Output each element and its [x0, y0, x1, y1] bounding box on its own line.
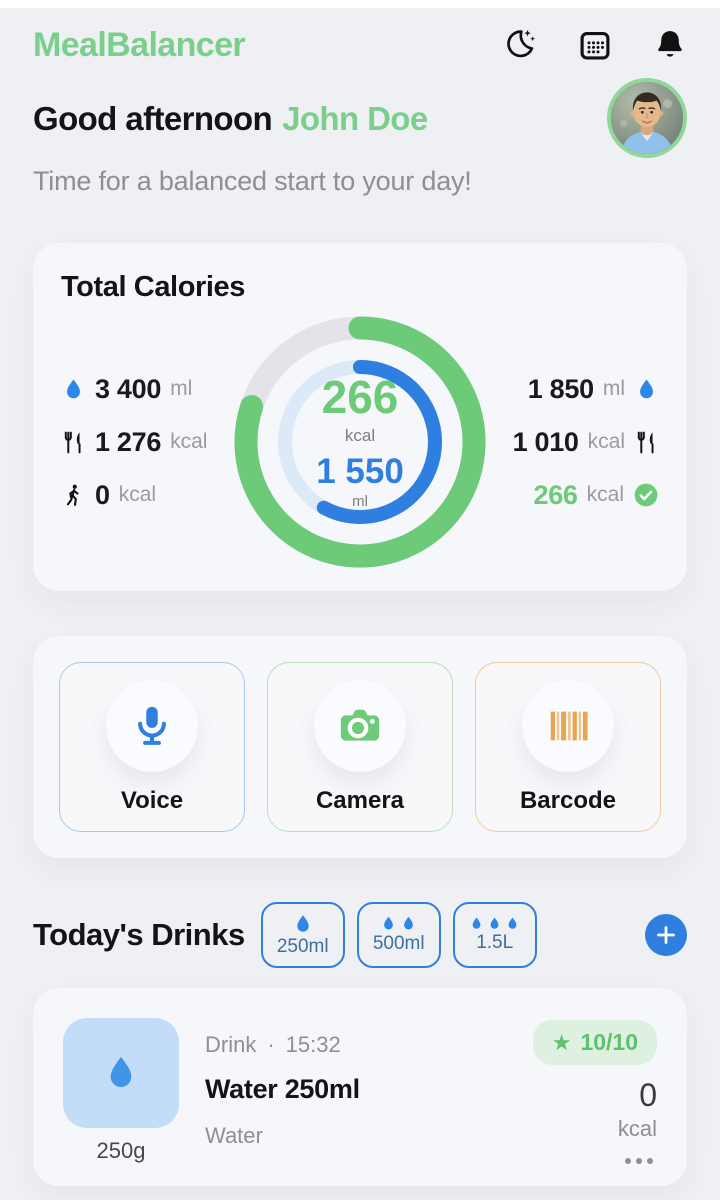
- quick-add-label: 500ml: [372, 933, 425, 954]
- entry-type: Drink: [205, 1032, 257, 1057]
- water-drops-icon: [469, 916, 520, 931]
- microphone-icon: [138, 706, 166, 745]
- moon-stars-icon: [507, 29, 536, 58]
- app-bar: MealBalancer: [33, 8, 687, 66]
- drinks-heading: Today's Drinks: [33, 917, 245, 952]
- status-bar-strip: [0, 0, 720, 8]
- calories-consumed-unit: kcal: [344, 426, 376, 445]
- voice-icon-circle: [106, 679, 198, 772]
- stat-food-goal: 1 276 kcal: [61, 427, 213, 458]
- action-label: Barcode: [519, 786, 617, 814]
- greeting-line: Good afternoon John Doe: [33, 100, 687, 138]
- stat-value: 1 850: [527, 373, 594, 404]
- add-drink-button[interactable]: [645, 914, 687, 956]
- water-drop-icon: [110, 1057, 132, 1087]
- barcode-icon: [550, 711, 588, 740]
- stat-unit: ml: [602, 377, 625, 400]
- screen: MealBalancer: [0, 8, 720, 1186]
- score-badge: ★ 10/10: [532, 1020, 657, 1065]
- drink-entry-card[interactable]: 250g Drink · 15:32 Water 250ml Water ★ 1…: [33, 988, 687, 1186]
- camera-button[interactable]: Camera: [267, 662, 453, 832]
- utensils-icon: [64, 431, 81, 453]
- avatar-image: [611, 82, 683, 154]
- quick-add-label: 1.5L: [476, 932, 514, 953]
- notifications-button[interactable]: [653, 28, 687, 62]
- water-drop-icon: [292, 913, 314, 935]
- quick-add-250ml-button[interactable]: 250ml: [260, 902, 345, 968]
- bell-icon: [658, 31, 682, 57]
- quick-add-500ml-button[interactable]: 500ml: [356, 902, 441, 968]
- water-remaining-unit: ml: [352, 493, 368, 510]
- calories-card-title: Total Calories: [61, 271, 246, 303]
- stat-calories-eaten: 266 kcal: [507, 480, 659, 511]
- stat-unit: kcal: [587, 430, 625, 453]
- calories-left-stats: 3 400 ml 1 276 kcal: [61, 374, 213, 511]
- entry-thumb-column: 250g: [63, 1018, 179, 1164]
- more-menu-icon[interactable]: [621, 1154, 657, 1168]
- barcode-icon-circle: [522, 679, 614, 772]
- calories-consumed-value: 266: [321, 371, 399, 423]
- water-remaining-value: 1 550: [316, 452, 404, 491]
- stat-unit: kcal: [586, 483, 624, 506]
- greeting-prefix: Good afternoon: [33, 100, 273, 137]
- star-icon: ★: [551, 1029, 572, 1055]
- stat-value: 1 010: [512, 426, 579, 457]
- barcode-scan-button[interactable]: Barcode: [475, 662, 661, 832]
- stat-value: 3 400: [95, 373, 162, 404]
- score-value: 10/10: [580, 1029, 638, 1055]
- calendar-button[interactable]: [577, 27, 613, 63]
- walking-person-icon: [66, 484, 79, 506]
- entry-title: Water 250ml: [205, 1074, 360, 1104]
- drinks-header: Today's Drinks 250ml 500ml: [33, 902, 687, 968]
- entry-kcal-unit: kcal: [617, 1116, 657, 1141]
- stat-food-remaining: 1 010 kcal: [507, 427, 659, 458]
- calories-ring: 266 kcal 1 550 ml: [230, 312, 490, 572]
- quick-add-label: 250ml: [276, 935, 329, 957]
- entry-subtitle: Water: [205, 1123, 263, 1148]
- stat-value: 1 276: [95, 426, 162, 457]
- avatar[interactable]: [607, 78, 687, 158]
- entry-kcal-value: 0: [639, 1077, 657, 1113]
- stat-water-remaining: 1 850 ml: [507, 374, 659, 405]
- app-bar-icons: [501, 27, 687, 63]
- camera-icon-circle: [314, 679, 406, 772]
- stat-unit: ml: [170, 377, 193, 400]
- greeting-subtitle: Time for a balanced start to your day!: [33, 166, 472, 196]
- calendar-icon: [580, 32, 610, 60]
- entry-main: Drink · 15:32 Water 250ml Water: [205, 1018, 533, 1164]
- stat-activity: 0 kcal: [61, 480, 213, 511]
- app-title: MealBalancer: [33, 25, 246, 64]
- entry-right-column: ★ 10/10 0 kcal: [532, 1018, 657, 1164]
- entry-separator: ·: [267, 1032, 275, 1057]
- stat-water-goal: 3 400 ml: [61, 374, 213, 405]
- entry-meta: Drink · 15:32: [205, 1032, 533, 1058]
- stat-value: 0: [95, 479, 110, 510]
- action-label: Camera: [315, 786, 405, 814]
- quick-add-1-5l-button[interactable]: 1.5L: [452, 902, 537, 968]
- progress-rings: [234, 316, 486, 568]
- camera-icon: [340, 709, 380, 741]
- calories-right-stats: 1 850 ml 1 010 kcal 266: [507, 374, 659, 511]
- water-drop-icon: [640, 379, 653, 398]
- ring-center-values: 266 kcal 1 550 ml: [230, 312, 490, 572]
- action-label: Voice: [120, 786, 184, 814]
- dark-mode-button[interactable]: [501, 27, 537, 63]
- stat-value: 266: [533, 479, 578, 510]
- water-drops-icon: [380, 915, 417, 932]
- total-calories-card: Total Calories 3 400 ml 1 276: [33, 243, 687, 591]
- user-name: John Doe: [282, 100, 428, 137]
- stat-unit: kcal: [118, 483, 157, 506]
- stat-unit: kcal: [170, 430, 208, 453]
- entry-thumbnail: [63, 1018, 179, 1128]
- greeting-section: Good afternoon John Doe Time for a balanc…: [33, 78, 687, 197]
- entry-time: 15:32: [285, 1032, 341, 1057]
- entry-weight: 250g: [96, 1138, 146, 1163]
- plus-icon: [657, 926, 675, 944]
- check-circle-icon: [634, 483, 658, 507]
- utensils-icon: [637, 431, 654, 453]
- quick-add-group: 250ml 500ml 1.5L: [260, 902, 537, 968]
- water-drop-icon: [67, 379, 80, 398]
- voice-input-button[interactable]: Voice: [59, 662, 245, 832]
- actions-card: Voice Camera: [33, 636, 687, 858]
